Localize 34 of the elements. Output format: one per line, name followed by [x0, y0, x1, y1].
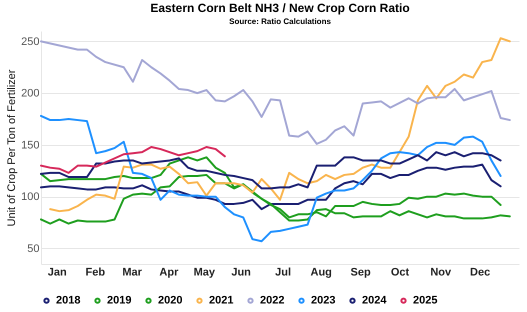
legend-label: 2022: [260, 294, 284, 307]
legend-label: 2023: [311, 294, 336, 307]
chart-subtitle: Source: Ratio Calculations: [229, 17, 332, 26]
x-tick-label: Sep: [350, 266, 371, 278]
legend-label: 2025: [413, 294, 438, 307]
x-tick-label: Dec: [470, 266, 490, 278]
legend-label: 2024: [362, 294, 388, 307]
legend-label: 2019: [107, 294, 132, 307]
line-series: [40, 40, 511, 145]
legend-label: 2018: [56, 294, 80, 307]
x-tick-label: Oct: [390, 266, 410, 278]
y-tick-label: 250: [21, 36, 40, 48]
chart-title: Eastern Corn Belt NH3 / New Crop Corn Ratio: [150, 1, 410, 15]
x-tick-label: May: [194, 266, 216, 278]
x-tick-label: Nov: [430, 266, 452, 278]
y-tick-label: 200: [21, 88, 40, 100]
line-series: [49, 37, 511, 212]
y-tick-label: 50: [27, 242, 40, 255]
line-series: [40, 164, 502, 210]
x-tick-label: Apr: [159, 266, 180, 278]
line-series: [40, 146, 226, 174]
x-tick-label: Mar: [122, 266, 143, 278]
x-tick-label: Aug: [310, 266, 332, 278]
x-tick-label: Feb: [86, 266, 106, 278]
x-tick-label: Jun: [231, 266, 252, 278]
y-axis-title: Unit of Crop Per Ton of Fertilizer: [6, 69, 18, 226]
y-tick-label: 150: [21, 139, 40, 152]
legend-label: 2021: [209, 294, 234, 307]
legend-label: 2020: [158, 294, 182, 307]
x-tick-label: Jan: [48, 266, 68, 278]
x-tick-label: Jul: [275, 266, 292, 278]
line-series: [40, 151, 502, 190]
line-series: [40, 114, 502, 242]
y-tick-label: 100: [21, 191, 40, 204]
